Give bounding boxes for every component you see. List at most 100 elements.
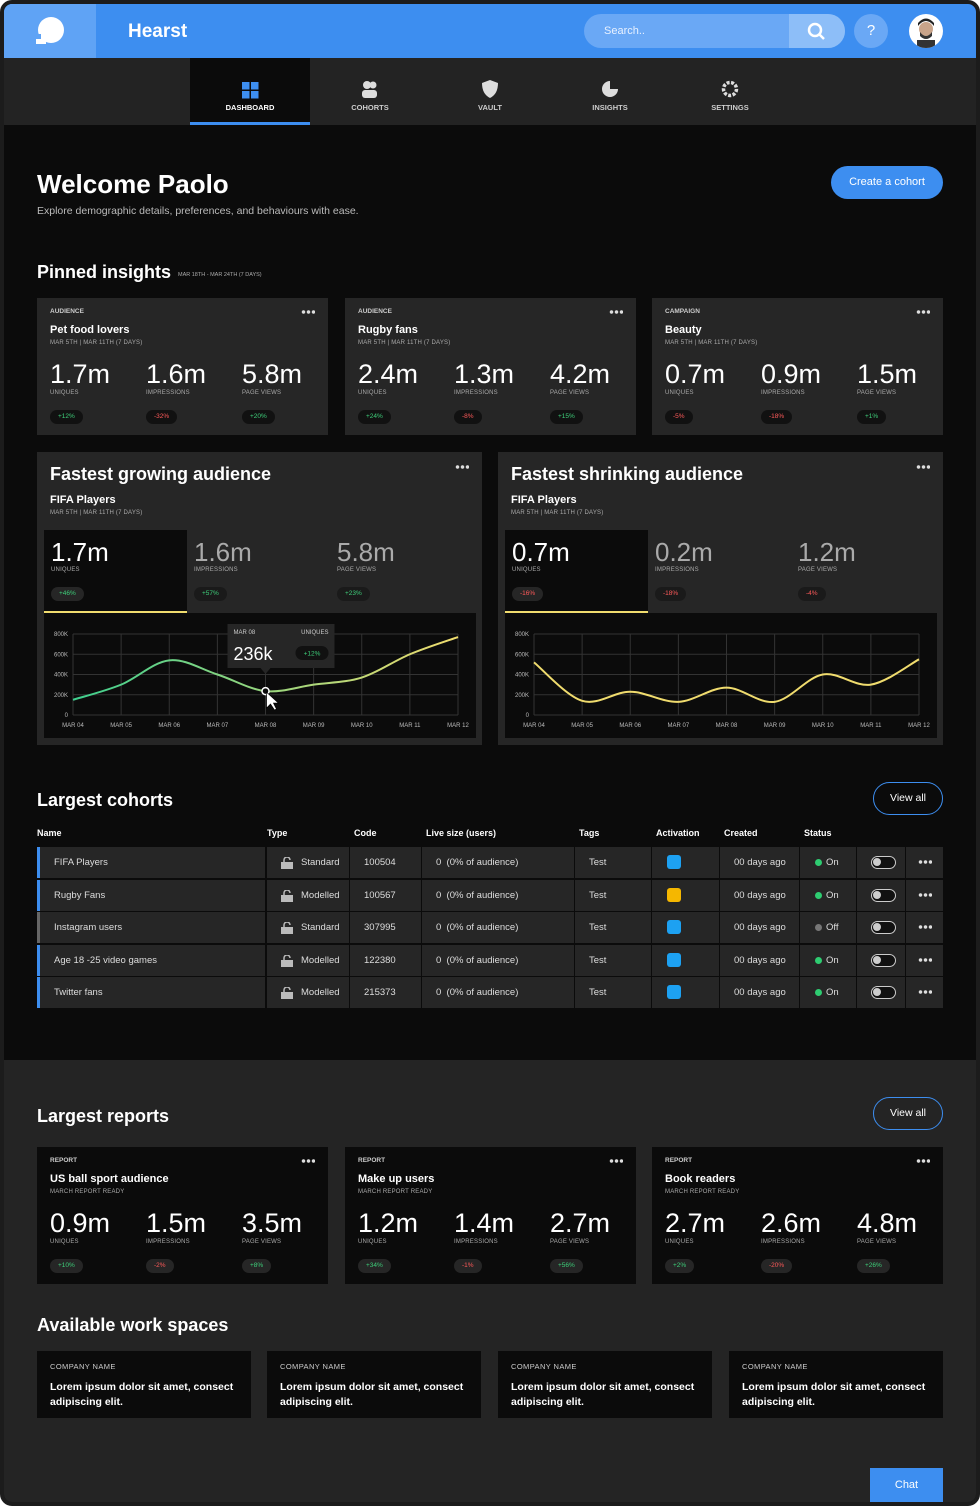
table-cell: 0 (0% of audience) xyxy=(422,879,574,911)
metric-label: IMPRESSIONS xyxy=(146,1239,190,1245)
metric-tab[interactable]: 1.2m PAGE VIEWS -4% xyxy=(791,530,934,613)
metric-value: 2.6m xyxy=(761,1208,822,1238)
card-name: Rugby fans xyxy=(358,324,418,336)
search-button[interactable] xyxy=(789,14,845,48)
more-menu[interactable] xyxy=(916,310,930,314)
x-tick-label: MAR 09 xyxy=(303,723,325,729)
search-box[interactable]: Search.. xyxy=(584,14,845,48)
metric-label: UNIQUES xyxy=(50,1239,79,1245)
more-menu[interactable] xyxy=(918,860,932,864)
table-row[interactable]: FIFA Players Standard 100504 0 (0% of audie… xyxy=(37,847,943,878)
more-menu[interactable] xyxy=(916,465,930,469)
company-name: COMPANY NAME xyxy=(50,1362,116,1371)
cell-text: On xyxy=(826,889,839,901)
card-name: Beauty xyxy=(665,324,702,336)
more-menu[interactable] xyxy=(455,465,469,469)
nav-tab[interactable]: VAULT xyxy=(430,58,550,125)
metric-tab[interactable]: 1.7m UNIQUES +46% xyxy=(44,530,187,613)
help-button[interactable]: ? xyxy=(854,14,888,48)
more-menu[interactable] xyxy=(918,990,932,994)
metric-value: 1.3m xyxy=(454,359,515,389)
metric-tab[interactable]: 1.6m IMPRESSIONS +57% xyxy=(187,530,330,613)
metric-change: -8% xyxy=(454,410,482,424)
data-line xyxy=(533,658,920,703)
insight-card: REPORT Make up users MARCH REPORT READY 1.2… xyxy=(345,1147,636,1284)
more-menu[interactable] xyxy=(918,892,932,897)
chat-button[interactable]: Chat xyxy=(870,1468,943,1502)
metric-label: IMPRESSIONS xyxy=(655,567,699,573)
x-tick-label: MAR 05 xyxy=(571,723,593,729)
view-all-button[interactable]: View all xyxy=(873,782,943,815)
table-cell: Modelled xyxy=(267,879,349,911)
y-tick-label: 0 xyxy=(526,713,530,719)
metric-tab[interactable]: 5.8m PAGE VIEWS +23% xyxy=(330,530,473,613)
metric-change: +46% xyxy=(51,587,84,601)
table-cell: On xyxy=(800,847,856,878)
create-cohort-button[interactable]: Create a cohort xyxy=(831,166,943,199)
cell-text: 0 (0% of audience) xyxy=(436,987,519,998)
table-cell: Test xyxy=(575,977,651,1008)
table-row[interactable]: Instagram users Standard 307995 0 (0% of au… xyxy=(37,912,943,943)
metric-label: UNIQUES xyxy=(50,390,79,396)
status-toggle[interactable] xyxy=(871,921,896,934)
brand: Hearst xyxy=(128,21,188,42)
metric-change: +8% xyxy=(242,1259,272,1273)
more-menu[interactable] xyxy=(301,310,315,314)
table-row[interactable]: Age 18 -25 video games Modelled 122380 0 (0… xyxy=(37,944,943,976)
x-tick-label: MAR 12 xyxy=(908,723,930,729)
workspace-card[interactable]: COMPANY NAME Lorem ipsum dolor sit amet, … xyxy=(267,1351,481,1418)
metric-change: +57% xyxy=(194,587,227,601)
metric-change: +26% xyxy=(857,1259,890,1273)
metric-tab[interactable]: 0.2m IMPRESSIONS -18% xyxy=(648,530,791,613)
workspace-text: Lorem ipsum dolor sit amet, consect adip… xyxy=(742,1381,926,1408)
metric-value: 1.5m xyxy=(146,1208,207,1238)
workspace-card[interactable]: COMPANY NAME Lorem ipsum dolor sit amet, … xyxy=(37,1351,251,1418)
y-tick-label: 800K xyxy=(54,632,68,638)
workspace-card[interactable]: COMPANY NAME Lorem ipsum dolor sit amet, … xyxy=(498,1351,712,1418)
chart: 0 200K 400K 600K 800K MAR 04 MAR 05 MAR 06 MAR 0… xyxy=(505,613,937,738)
status-toggle[interactable] xyxy=(871,953,896,967)
tooltip-value: 236k xyxy=(234,644,274,664)
nav-tab[interactable]: INSIGHTS xyxy=(550,58,670,125)
cell-text: 0 (0% of audience) xyxy=(436,922,519,933)
more-menu[interactable] xyxy=(609,310,623,314)
table-cell xyxy=(652,879,719,911)
company-name: COMPANY NAME xyxy=(742,1362,808,1371)
audience-card: Fastest shrinking audience FIFA Players MA… xyxy=(498,452,943,745)
table-cell: 00 days ago xyxy=(720,912,799,943)
cell-text: FIFA Players xyxy=(54,857,108,868)
table-row[interactable]: Twitter fans Modelled 215373 0 (0% of audie… xyxy=(37,977,943,1008)
table-cell xyxy=(906,879,943,911)
cell-text: 00 days ago xyxy=(734,922,786,933)
status-toggle[interactable] xyxy=(871,856,896,869)
avatar[interactable] xyxy=(909,14,943,48)
nav-tab[interactable]: COHORTS xyxy=(310,58,430,125)
metric-tab[interactable]: 0.7m UNIQUES -16% xyxy=(505,530,648,613)
toggle-knob xyxy=(873,923,881,931)
more-menu[interactable] xyxy=(916,1159,930,1163)
more-menu[interactable] xyxy=(918,957,932,962)
table-cell: Instagram users xyxy=(37,912,265,943)
more-menu[interactable] xyxy=(609,1159,623,1163)
more-menu[interactable] xyxy=(918,925,932,929)
cell-text: On xyxy=(826,987,839,998)
table-cell xyxy=(857,847,905,878)
column-header: Name xyxy=(37,828,62,838)
workspace-card[interactable]: COMPANY NAME Lorem ipsum dolor sit amet, … xyxy=(729,1351,943,1418)
status-toggle[interactable] xyxy=(871,986,896,999)
view-all-button[interactable]: View all xyxy=(873,1097,943,1130)
nav-tab[interactable]: DASHBOARD xyxy=(190,58,310,125)
row-indicator xyxy=(37,977,40,1008)
more-menu[interactable] xyxy=(301,1159,315,1163)
metric-label: PAGE VIEWS xyxy=(857,390,897,396)
insight-card: AUDIENCE Rugby fans MAR 5TH | MAR 11TH (7 … xyxy=(345,298,636,435)
status-toggle[interactable] xyxy=(871,888,896,902)
nav-tab[interactable]: SETTINGS xyxy=(670,58,790,125)
metric-label: PAGE VIEWS xyxy=(857,1239,897,1245)
tooltip-pointer xyxy=(260,668,271,674)
nav-icon xyxy=(721,80,739,98)
metric-change: -18% xyxy=(655,587,687,601)
table-row[interactable]: Rugby Fans Modelled 100567 0 (0% of audienc… xyxy=(37,879,943,911)
card-dates: MAR 5TH | MAR 11TH (7 DAYS) xyxy=(50,340,143,346)
metric-change: +10% xyxy=(50,1259,83,1273)
